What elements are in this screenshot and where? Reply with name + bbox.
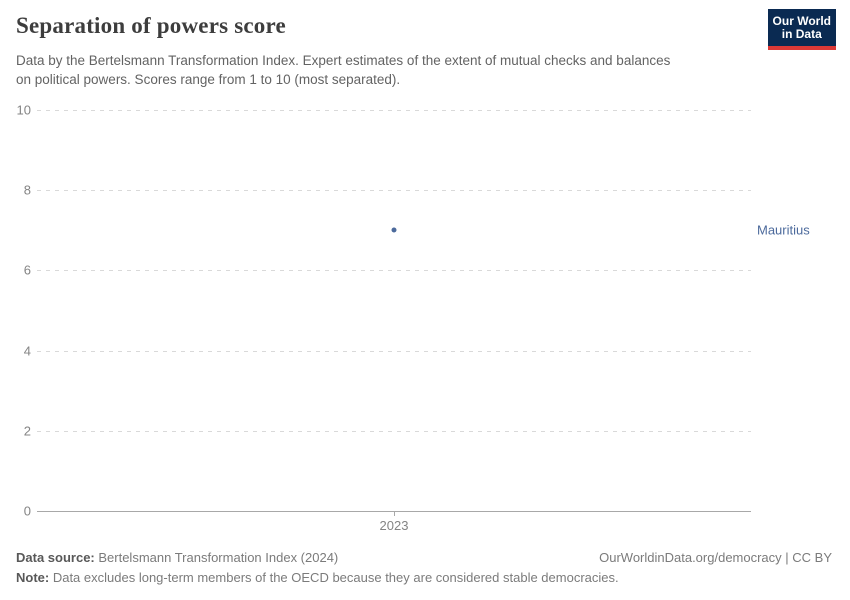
y-tick-label-4: 4 [23, 343, 31, 359]
y-gridline-4 [37, 350, 751, 352]
data-source-value: Bertelsmann Transformation Index (2024) [94, 550, 339, 565]
y-tick-label-10: 10 [16, 102, 31, 118]
chart-subtitle: Data by the Bertelsmann Transformation I… [16, 51, 670, 89]
footer-source-row: Data source: Bertelsmann Transformation … [16, 548, 832, 568]
data-source-text: Data source: Bertelsmann Transformation … [16, 548, 338, 568]
data-source-label: Data source: [16, 550, 95, 565]
y-tick-label-0: 0 [23, 503, 31, 519]
y-gridline-10 [37, 110, 751, 111]
chart-title: Separation of powers score [16, 13, 286, 38]
y-gridline-8 [37, 190, 751, 192]
x-tick-label-2023: 2023 [379, 518, 409, 533]
y-tick-label-8: 8 [23, 182, 31, 198]
y-gridline-2 [37, 430, 751, 432]
y-gridline-6 [37, 270, 751, 272]
entity-label-mauritius[interactable]: Mauritius [757, 222, 810, 238]
subtitle-line-1: Data by the Bertelsmann Transformation I… [16, 53, 671, 68]
note-label: Note: [16, 570, 50, 585]
data-point-mauritius[interactable] [391, 227, 397, 233]
note-value: Data excludes long-term members of the O… [49, 570, 619, 585]
x-tick-mark-2023 [394, 511, 395, 516]
note-text: Note: Data excludes long-term members of… [16, 568, 619, 588]
owid-logo[interactable]: Our World in Data [767, 9, 836, 50]
footer-note-row: Note: Data excludes long-term members of… [16, 568, 832, 588]
y-tick-label-2: 2 [23, 423, 31, 439]
y-tick-label-6: 6 [23, 262, 31, 278]
owid-logo-line1: Our World [772, 14, 831, 28]
owid-logo-line2: in Data [781, 27, 822, 41]
subtitle-line-2: on political powers. Scores range from 1… [16, 72, 401, 87]
chart-footer: Data source: Bertelsmann Transformation … [16, 548, 832, 588]
license-link[interactable]: OurWorldinData.org/democracy | CC BY [599, 550, 832, 565]
